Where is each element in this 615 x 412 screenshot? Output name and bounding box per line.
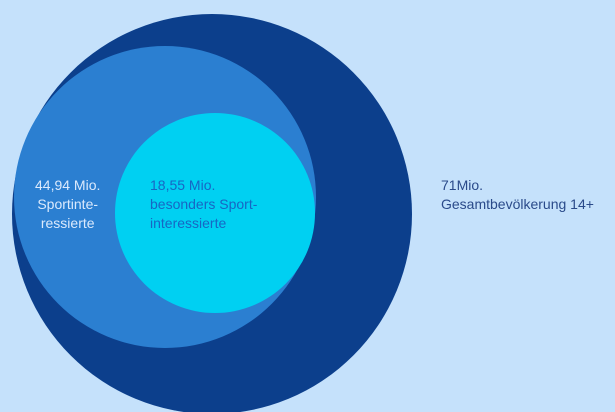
label-special-value: 18,55 Mio.	[150, 177, 216, 193]
circle-especially-sport-interested	[115, 113, 315, 313]
label-sport-interested: 44,94 Mio. Sportinte- ressierte	[35, 176, 100, 233]
label-sport-value: 44,94 Mio.	[35, 177, 101, 193]
label-total-text: Gesamtbevölkerung 14+	[441, 196, 594, 212]
label-sport-text-1: Sportinte-	[37, 196, 99, 212]
label-special-text-2: interessierte	[150, 215, 227, 231]
label-special-text-1: besonders Sport-	[150, 196, 258, 212]
label-sport-text-2: ressierte	[40, 215, 95, 231]
label-especially-sport-interested: 18,55 Mio. besonders Sport- interessiert…	[150, 176, 257, 233]
label-total-value: 71Mio.	[441, 177, 484, 193]
label-total-population: 71Mio. Gesamtbevölkerung 14+	[441, 176, 594, 214]
